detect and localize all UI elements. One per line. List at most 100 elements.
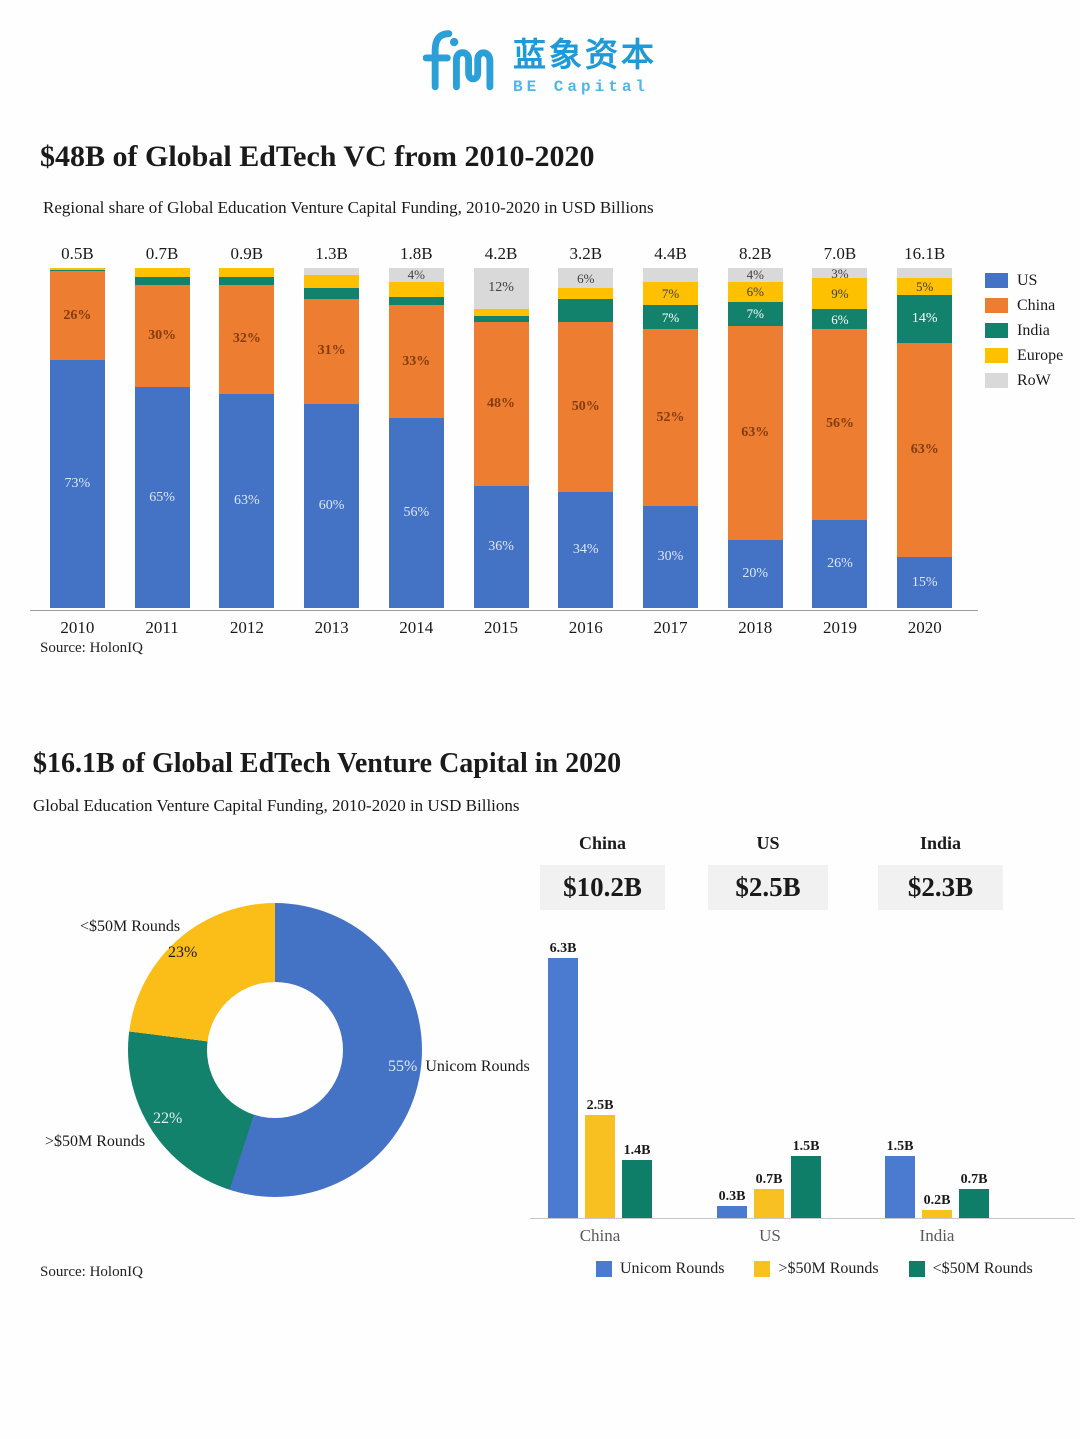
logo-name-chinese: 蓝象资本	[513, 36, 657, 73]
segment-label: 6%	[577, 270, 595, 286]
stacked-bar-2019: 26% 56% 6% 9% 3%	[812, 267, 868, 608]
bar-value-label: 0.7B	[755, 1172, 783, 1187]
legend-item-europe: Europe	[985, 346, 1063, 365]
segment-label: 7%	[746, 306, 764, 322]
stacked-bar-2014: 56% 33% 4%	[388, 268, 444, 608]
stacked-bar-2011: 65% 30%	[134, 268, 190, 608]
stacked-bars-row: 0.5B 73% 26% 2010 0.7B 65% 30% 2011 0.9B 63% 32% 20…	[35, 242, 967, 638]
legend-label: RoW	[1017, 372, 1051, 389]
segment-row: 4%	[727, 267, 783, 283]
segment-india	[388, 296, 444, 306]
bar-total-label: 0.9B	[230, 244, 264, 263]
year-label: 2019	[822, 618, 857, 637]
section1-subtitle: Regional share of Global Education Ventu…	[43, 198, 654, 217]
segment-india	[473, 315, 529, 323]
segment-label: 48%	[487, 396, 516, 412]
year-label: 2018	[738, 618, 773, 637]
stacked-bar-2016: 34% 50% 6%	[558, 268, 614, 608]
segment-europe: 9%	[812, 278, 868, 309]
year-label: 2017	[653, 618, 688, 637]
segment-label: 33%	[402, 353, 431, 369]
logo-text: 蓝象资本 BE Capital	[513, 28, 657, 96]
section2-subtitle: Global Education Venture Capital Funding…	[33, 796, 520, 815]
bar-value-label: 1.5B	[792, 1139, 820, 1154]
segment-label: 6%	[831, 311, 849, 327]
donut-label-unicom: 55% Unicom Rounds	[388, 1058, 530, 1076]
stacked-bar-2013: 60% 31%	[304, 268, 360, 608]
bar-total-label: 1.8B	[400, 244, 433, 263]
segment-europe	[388, 281, 444, 297]
year-column-2013: 1.3B 60% 31% 2013	[289, 242, 374, 638]
segment-china: 48%	[473, 322, 529, 486]
segment-label: 14%	[911, 311, 938, 327]
segment-china: 50%	[558, 322, 614, 493]
bar-value-label: 1.4B	[623, 1143, 651, 1158]
segment-row: 12%	[473, 268, 529, 309]
segment-label: 5%	[916, 279, 934, 295]
bar-group-india: 1.5B 0.2B 0.7B	[885, 1139, 989, 1218]
segment-europe: 6%	[727, 281, 783, 303]
bar-us	[717, 1206, 747, 1218]
segment-label: 30%	[148, 328, 177, 343]
xlabel-india: India	[919, 1226, 955, 1245]
segment-label: 52%	[656, 409, 685, 425]
donut-hole	[207, 982, 343, 1118]
bar-total-label: 4.2B	[484, 244, 518, 263]
year-label: 2011	[145, 618, 179, 637]
xlabel-us: US	[759, 1226, 781, 1245]
segment-us: 20%	[727, 540, 783, 608]
segment-label: 20%	[742, 566, 769, 581]
segment-label: 12%	[488, 280, 514, 296]
segment-europe: 5%	[897, 278, 953, 296]
bar-india	[922, 1210, 952, 1218]
segment-row: 6%	[558, 268, 614, 289]
legend-item-china: China	[985, 296, 1063, 315]
segment-india	[49, 269, 105, 272]
rounds-legend-item: <$50M Rounds	[908, 1260, 1033, 1278]
grouped-bar-chart: 6.3B 2.5B 1.4B 0.3B 0.7B 1.5B 1.5B 0.2B 0.7B	[530, 941, 1075, 1219]
segment-label: 31%	[317, 343, 346, 359]
legend-swatch	[985, 298, 1008, 313]
segment-label: 32%	[232, 331, 261, 347]
year-column-2019: 7.0B 26% 56% 6% 9% 3% 2019	[798, 242, 883, 638]
segment-china: 63%	[727, 325, 783, 540]
stacked-bar-2010: 73% 26%	[49, 268, 105, 608]
segment-india	[219, 276, 275, 286]
year-label: 2014	[399, 618, 434, 637]
segment-row	[897, 268, 953, 279]
bar-india	[885, 1156, 915, 1218]
bar-china	[548, 958, 578, 1218]
bar-value-label: 0.3B	[718, 1189, 746, 1204]
stacked-bar-2018: 20% 63% 7% 6% 4%	[727, 267, 783, 608]
legend-item-row: RoW	[985, 371, 1063, 390]
donut-chart	[128, 903, 422, 1197]
legend-swatch	[985, 348, 1008, 363]
stacked-bar-2015: 36% 48% 12%	[473, 268, 529, 608]
header-us-value: $2.5B	[708, 865, 828, 910]
legend-label: >$50M Rounds	[778, 1260, 879, 1277]
legend-swatch	[754, 1261, 771, 1277]
segment-india: 14%	[897, 295, 953, 343]
header-china-label: China	[578, 833, 627, 853]
header-india-label: India	[919, 833, 962, 853]
segment-label: 26%	[63, 307, 92, 323]
bar-total-label: 16.1B	[904, 244, 946, 263]
segment-label: 7%	[661, 309, 680, 325]
bar-cell: 0.7B	[959, 1172, 989, 1218]
segment-us: 30%	[643, 506, 698, 608]
elephant-logo-icon	[422, 26, 499, 98]
x-axis-line	[30, 610, 978, 611]
segment-label: 26%	[827, 555, 853, 571]
bar-india	[959, 1189, 989, 1218]
segment-us: 73%	[49, 359, 105, 608]
year-column-2015: 4.2B 36% 48% 12% 2015	[459, 242, 544, 638]
header-china-value: $10.2B	[540, 865, 665, 910]
segment-label: 4%	[746, 267, 764, 283]
rounds-legend: Unicom Rounds >$50M Rounds <$50M Rounds	[596, 1260, 1033, 1278]
segment-label: 15%	[911, 574, 938, 590]
segment-label: 63%	[910, 441, 939, 457]
donut-label-unicom-text: Unicom Rounds	[425, 1058, 530, 1075]
legend-swatch	[985, 323, 1008, 338]
header-india-value: $2.3B	[878, 865, 1003, 910]
bar-total-label: 3.2B	[569, 244, 603, 263]
